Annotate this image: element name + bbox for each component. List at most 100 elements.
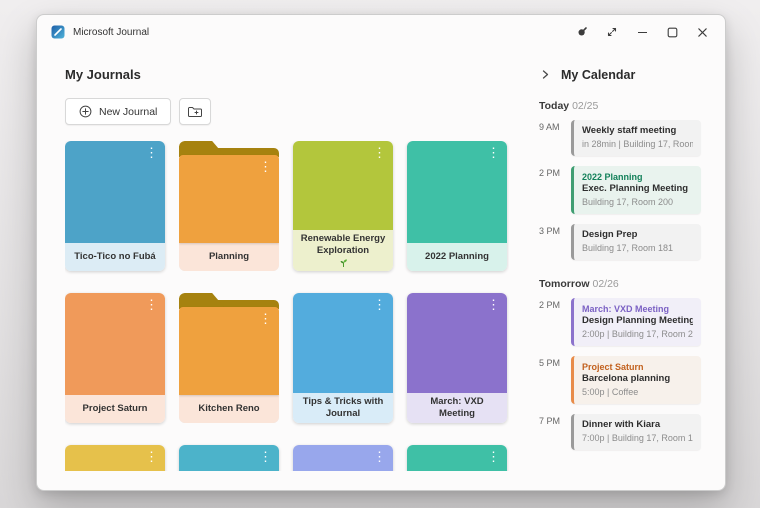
event-tag: March: VXD Meeting	[582, 304, 670, 314]
app-icon	[51, 25, 65, 39]
journal-card-cover: ⋮	[293, 445, 393, 471]
journal-card[interactable]: ⋮	[179, 445, 279, 471]
minimize-button[interactable]	[627, 19, 657, 45]
card-menu-button[interactable]: ⋮	[259, 449, 272, 464]
journal-card-cover: ⋮	[407, 293, 507, 394]
calendar-event-card[interactable]: March: VXD Meeting Design Planning Meetin…	[571, 298, 701, 347]
calendar-event-row: 3 PM Design Prep Building 17, Room 181	[539, 224, 701, 260]
journal-card-label-text: Project Saturn	[82, 403, 148, 415]
event-detail: Building 17, Room 200	[582, 196, 674, 207]
journal-card-label-text: Tips & Tricks with Journal	[302, 396, 384, 420]
journal-card-cover: ⋮	[407, 141, 507, 243]
event-detail: 2:00p | Building 17, Room 200	[582, 328, 693, 339]
journal-folder-card[interactable]: ⋮ Planning	[179, 141, 279, 271]
journal-card-label-text: Renewable Energy Exploration	[300, 233, 386, 257]
titlebar: Microsoft Journal	[37, 15, 725, 49]
pen-ink-icon[interactable]	[567, 19, 597, 45]
calendar-event-row: 5 PM Project Saturn Barcelona planning 5:00…	[539, 356, 701, 405]
calendar-header: My Calendar	[539, 67, 701, 82]
journal-card-label: Kitchen Reno	[179, 395, 279, 423]
titlebar-controls	[567, 19, 717, 45]
journal-card-label-text: Kitchen Reno	[198, 403, 260, 415]
titlebar-left: Microsoft Journal	[51, 25, 149, 39]
card-menu-button[interactable]: ⋮	[145, 449, 158, 464]
card-menu-button[interactable]: ⋮	[373, 145, 386, 160]
calendar-panel: My Calendar Today 02/25 9 AM Weekly staff …	[533, 49, 725, 490]
journal-card[interactable]: ⋮ 2022 Planning	[407, 141, 507, 271]
card-menu-button[interactable]: ⋮	[487, 145, 500, 160]
card-menu-button[interactable]: ⋮	[259, 311, 272, 326]
journal-card[interactable]: ⋮ Tico-Tico no Fubá	[65, 141, 165, 271]
card-menu-button[interactable]: ⋮	[487, 297, 500, 312]
fullscreen-icon[interactable]	[597, 19, 627, 45]
folder-add-icon	[187, 105, 203, 118]
folder-tab-back	[179, 148, 279, 157]
journal-card-label: March: VXD Meeting	[407, 393, 507, 423]
seedling-icon	[340, 259, 347, 267]
card-menu-button[interactable]: ⋮	[145, 145, 158, 160]
journal-card-label-text: March: VXD Meeting	[430, 396, 484, 420]
event-title: Weekly staff meeting	[582, 125, 677, 136]
journal-card[interactable]: ⋮	[293, 445, 393, 471]
calendar-event-row: 2 PM March: VXD Meeting Design Planning Me…	[539, 298, 701, 347]
event-time-label: 3 PM	[539, 226, 561, 237]
journal-card[interactable]: ⋮ Renewable Energy Exploration	[293, 141, 393, 271]
calendar-event-card[interactable]: Design Prep Building 17, Room 181	[571, 224, 701, 260]
calendar-event-card[interactable]: 2022 Planning Exec. Planning Meeting Build…	[571, 165, 701, 215]
calendar-event-card[interactable]: Project Saturn Barcelona planning 5:00p | …	[571, 356, 701, 405]
card-menu-button[interactable]: ⋮	[487, 449, 500, 464]
new-journal-button[interactable]: New Journal	[65, 98, 172, 125]
event-detail: in 28min | Building 17, Room 181	[582, 138, 693, 149]
event-detail: Building 17, Room 181	[582, 242, 674, 253]
calendar-days: Today 02/25 9 AM Weekly staff meeting in 28…	[539, 100, 701, 451]
new-journal-label: New Journal	[99, 105, 158, 118]
journal-card-cover: ⋮	[407, 445, 507, 471]
calendar-title: My Calendar	[561, 67, 636, 82]
calendar-event-card[interactable]: Weekly staff meeting in 28min | Building …	[571, 120, 701, 156]
folder-front	[179, 307, 279, 395]
calendar-event-card[interactable]: Dinner with Kiara 7:00p | Building 17, Ro…	[571, 414, 701, 451]
journals-scroll-area[interactable]: ⋮ Tico-Tico no Fubá ⋮ Planning ⋮ Renewable En…	[65, 141, 509, 471]
journal-card-label: Planning	[179, 243, 279, 271]
event-title: Design Planning Meeting with Exe...	[582, 315, 693, 327]
page-title: My Journals	[65, 67, 141, 82]
journal-card[interactable]: ⋮	[407, 445, 507, 471]
calendar-day-label: Today 02/25	[539, 100, 701, 112]
journal-card-label: Renewable Energy Exploration	[293, 230, 393, 271]
folder-tab-back	[179, 300, 279, 309]
folder-tab	[179, 293, 225, 308]
journal-card-cover: ⋮	[65, 141, 165, 243]
event-tag: Project Saturn	[582, 362, 644, 373]
journal-card-cover: ⋮	[293, 293, 393, 394]
day-name: Tomorrow	[539, 278, 593, 290]
new-folder-button[interactable]	[179, 98, 212, 125]
journal-card[interactable]: ⋮ Tips & Tricks with Journal	[293, 293, 393, 423]
journal-card-cover: ⋮	[65, 293, 165, 395]
journal-card-label-text: 2022 Planning	[425, 251, 489, 263]
window-content: My Journals New Journal	[37, 49, 725, 490]
journal-card[interactable]: ⋮ Project Saturn	[65, 293, 165, 423]
journal-card-cover: ⋮	[179, 445, 279, 471]
card-menu-button[interactable]: ⋮	[259, 159, 272, 174]
maximize-button[interactable]	[657, 19, 687, 45]
collapse-calendar-chevron-icon[interactable]	[539, 67, 552, 82]
app-window: Microsoft Journal	[36, 14, 726, 491]
journal-card[interactable]: ⋮	[65, 445, 165, 471]
event-tag: 2022 Planning	[582, 171, 643, 182]
event-detail: 7:00p | Building 17, Room 181	[582, 433, 693, 443]
journal-folder-card[interactable]: ⋮ Kitchen Reno	[179, 293, 279, 423]
close-button[interactable]	[687, 19, 717, 45]
folder-tab	[179, 141, 225, 156]
plus-circle-icon	[79, 105, 92, 118]
card-menu-button[interactable]: ⋮	[373, 449, 386, 464]
event-title: Barcelona planning	[582, 373, 671, 385]
event-title: Dinner with Kiara	[582, 419, 661, 431]
card-menu-button[interactable]: ⋮	[373, 297, 386, 312]
card-menu-button[interactable]: ⋮	[145, 297, 158, 312]
calendar-event-row: 2 PM 2022 Planning Exec. Planning Meeting B…	[539, 165, 701, 215]
folder-front	[179, 155, 279, 243]
journal-card-label: Tico-Tico no Fubá	[65, 243, 165, 271]
event-title: Design Prep	[582, 229, 638, 241]
journal-card[interactable]: ⋮ March: VXD Meeting	[407, 293, 507, 423]
journals-panel: My Journals New Journal	[37, 49, 533, 490]
